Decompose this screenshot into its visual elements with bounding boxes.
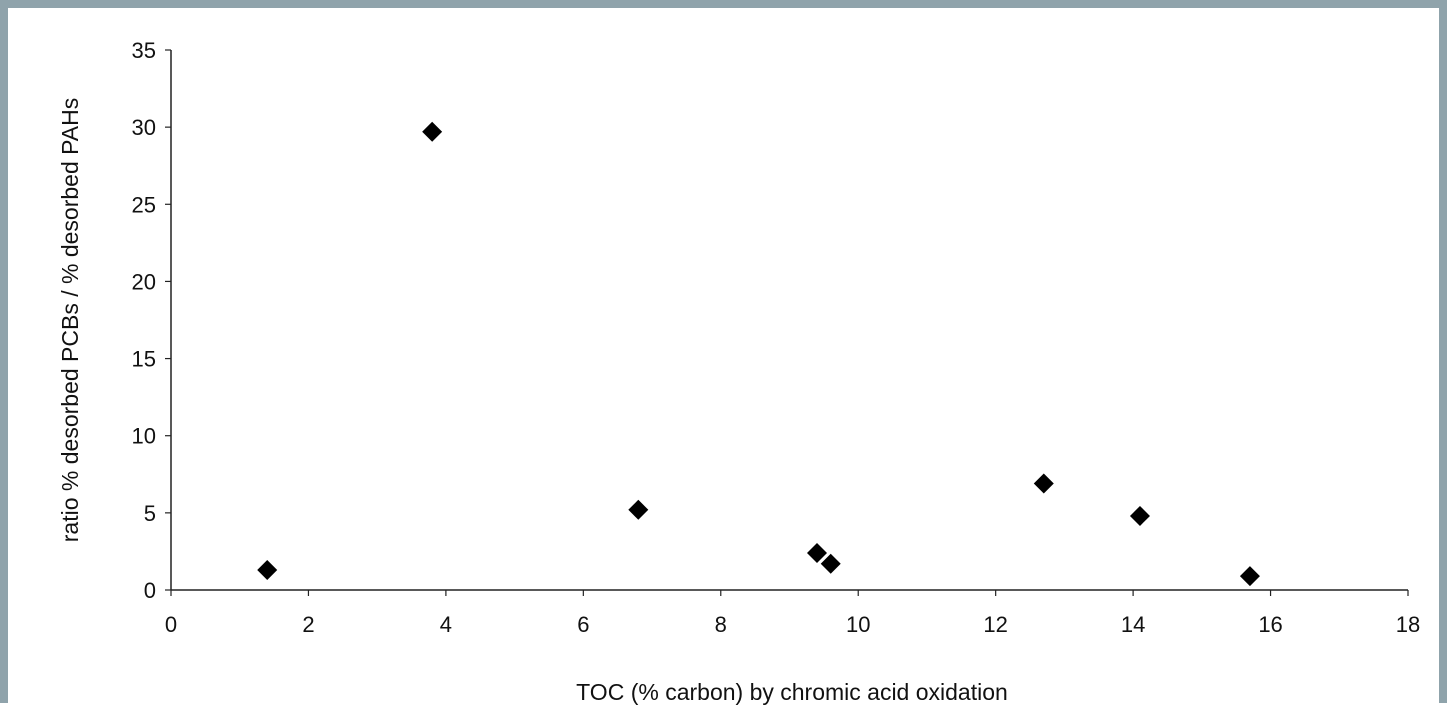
x-tick-label: 0 xyxy=(165,612,177,637)
data-point-diamond xyxy=(628,499,649,520)
y-tick-label: 0 xyxy=(144,578,156,603)
x-tick-label: 8 xyxy=(715,612,727,637)
x-tick-label: 6 xyxy=(577,612,589,637)
data-point-diamond xyxy=(820,553,841,574)
x-axis-title: TOC (% carbon) by chromic acid oxidation xyxy=(576,679,1008,705)
scatter-chart: 0 5 10 15 20 25 30 35 0 2 4 6 8 10 12 14 16 18 TOC (% car… xyxy=(57,38,1421,705)
y-tick-label: 10 xyxy=(132,424,156,449)
x-tick-label: 14 xyxy=(1121,612,1145,637)
y-axis-title: ratio % desorbed PCBs / % desorbed PAHs xyxy=(57,98,83,542)
x-tick-label: 10 xyxy=(846,612,870,637)
x-tick-label: 16 xyxy=(1258,612,1282,637)
y-tick-label: 15 xyxy=(132,347,156,372)
y-tick-label: 30 xyxy=(132,115,156,140)
x-tick-label: 4 xyxy=(440,612,452,637)
y-tick-label: 20 xyxy=(132,269,156,294)
x-tick-label: 2 xyxy=(302,612,314,637)
data-point-diamond xyxy=(1033,473,1054,494)
x-tick-label: 18 xyxy=(1396,612,1420,637)
data-point-diamond xyxy=(1129,505,1150,526)
x-tick-label: 12 xyxy=(983,612,1007,637)
data-point-diamond xyxy=(1239,566,1260,587)
y-tick-label: 5 xyxy=(144,501,156,526)
data-points xyxy=(257,121,1260,587)
y-tick-label: 35 xyxy=(132,38,156,63)
axes xyxy=(170,50,1408,591)
tick-labels: 0 5 10 15 20 25 30 35 0 2 4 6 8 10 12 14 16 18 xyxy=(132,38,1421,637)
data-point-diamond xyxy=(257,559,278,580)
y-tick-label: 25 xyxy=(132,192,156,217)
data-point-diamond xyxy=(422,121,443,142)
data-point-diamond xyxy=(806,542,827,563)
